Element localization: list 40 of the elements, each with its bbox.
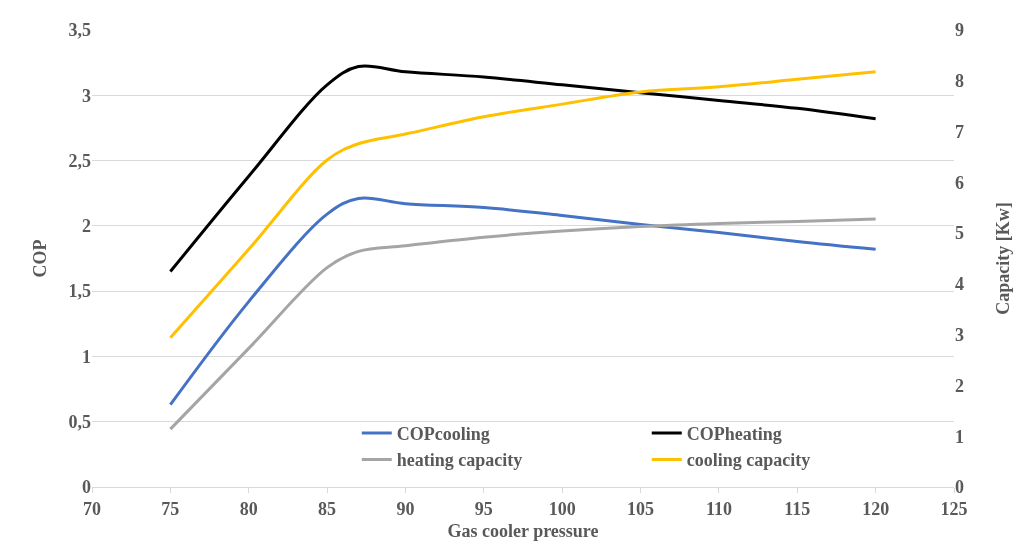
y2-tick-label: 7 [955, 121, 964, 142]
x-tick-label: 110 [705, 498, 732, 519]
y-tick-label: 1,5 [68, 281, 91, 302]
y-tick-label: 2 [82, 216, 91, 237]
y2-tick-label: 3 [955, 324, 964, 345]
y-tick-label: 0 [82, 477, 91, 498]
y-tick-label: 3,5 [68, 20, 91, 41]
x-tick-label: 85 [318, 498, 337, 519]
x-tick-label: 90 [396, 498, 415, 519]
x-tick-label: 95 [474, 498, 493, 519]
y2-tick-label: 8 [955, 71, 964, 92]
y-tick-label: 0,5 [68, 412, 91, 433]
y2-tick-label: 5 [955, 223, 964, 244]
y2-tick-label: 9 [955, 20, 964, 41]
x-tick-label: 115 [784, 498, 811, 519]
y2-tick-label: 2 [955, 375, 964, 396]
y-tick-label: 2,5 [68, 150, 91, 171]
line-series [168, 196, 878, 407]
y2-tick-label: 4 [955, 274, 964, 295]
x-tick-label: 80 [239, 498, 258, 519]
x-tick-label: 75 [161, 498, 180, 519]
legend-label: COPcooling [396, 424, 490, 445]
y2-tick-label: 0 [955, 477, 964, 498]
y2-axis-title: Capacity [Kw] [993, 202, 1013, 315]
line-series [168, 70, 878, 340]
line-series [168, 64, 878, 274]
y2-tick-label: 6 [955, 172, 964, 193]
y-axis-title: COP [30, 239, 50, 278]
legend-label: heating capacity [396, 450, 523, 471]
x-tick-label: 120 [862, 498, 890, 519]
legend-label: COPheating [686, 424, 782, 445]
x-tick-label: 125 [940, 498, 968, 519]
x-axis-title: Gas cooler pressure [447, 520, 599, 541]
x-tick-label: 70 [83, 498, 101, 519]
legend-label: cooling capacity [686, 450, 811, 471]
x-tick-label: 105 [627, 498, 655, 519]
y-tick-label: 3 [82, 85, 91, 106]
x-tick-label: 100 [548, 498, 576, 519]
y2-tick-label: 1 [955, 426, 964, 447]
y-tick-label: 1 [82, 346, 91, 367]
